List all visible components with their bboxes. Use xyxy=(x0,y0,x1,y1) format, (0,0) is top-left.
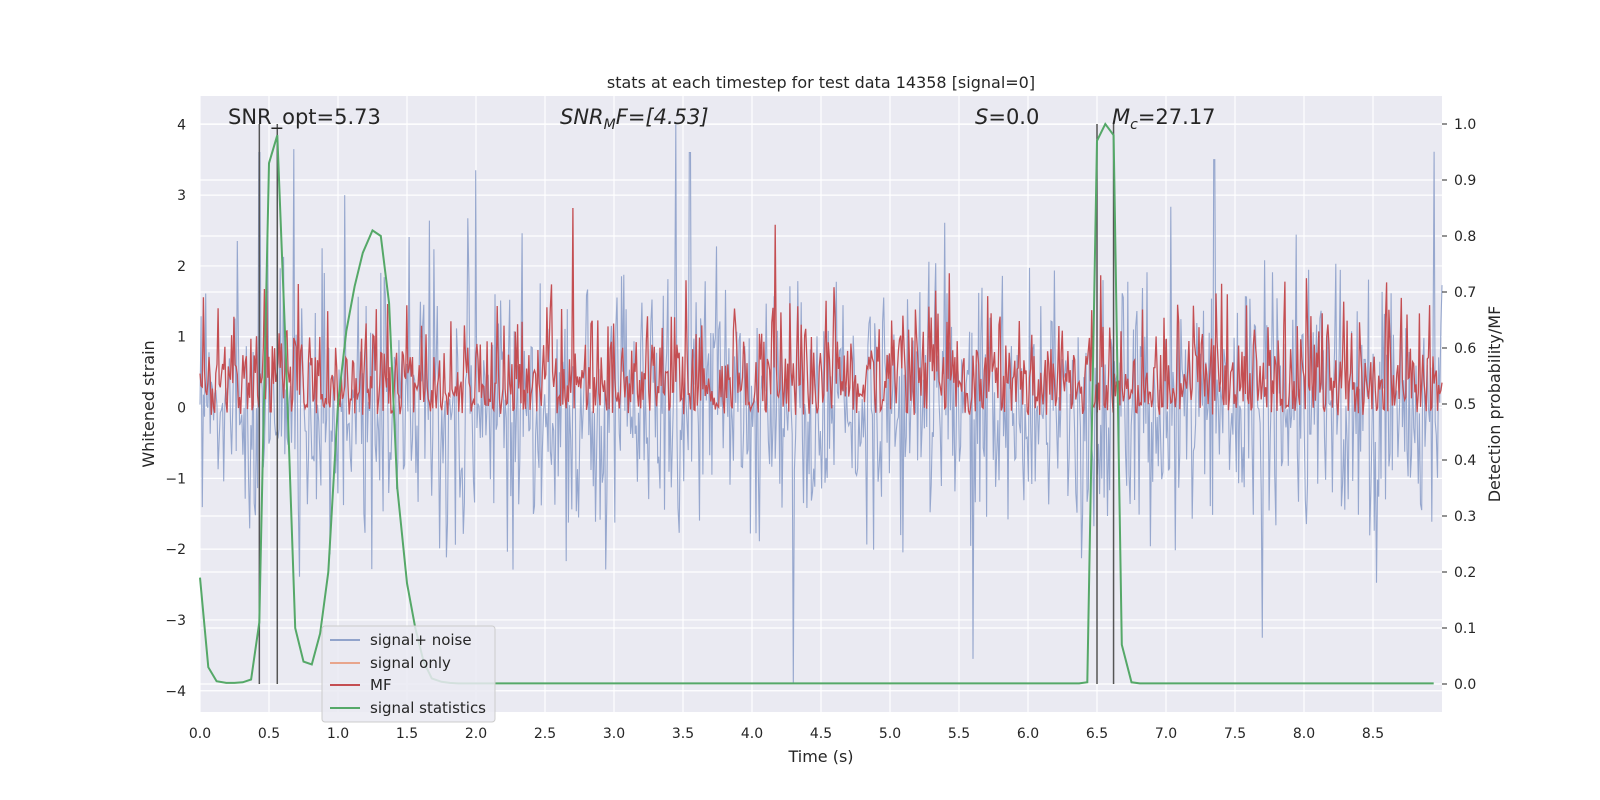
x-tick-label: 5.5 xyxy=(948,726,970,742)
y-axis-label-right: Detection probability/MF xyxy=(1485,306,1504,503)
y-tick-label-left: −2 xyxy=(165,542,186,558)
x-tick-label: 7.5 xyxy=(1224,726,1246,742)
y-tick-label-right: 0.6 xyxy=(1454,341,1476,357)
x-ticks: 0.0 0.5 1.0 1.5 2.0 2.5 3.0 3.5 4.0 4.5 5.0 5.5 6.0 6… xyxy=(189,726,1384,742)
y-tick-label-left: −3 xyxy=(165,613,186,629)
y-tick-label-right: 0.1 xyxy=(1454,621,1476,637)
legend-label-mf: MF xyxy=(370,676,392,694)
x-tick-label: 2.0 xyxy=(465,726,487,742)
y-tick-label-right: 0.0 xyxy=(1454,677,1476,693)
legend-box xyxy=(321,625,496,723)
y-tick-label-right: 0.3 xyxy=(1454,509,1476,525)
annotation-mc: Mc=27.17 xyxy=(1112,105,1216,133)
y-ticks-right: 1.0 0.9 0.8 0.7 0.6 0.5 0.4 0.3 0.2 0.1 0.0 xyxy=(1442,117,1476,693)
y-tick-label-left: −1 xyxy=(165,471,186,487)
x-axis-label: Time (s) xyxy=(787,747,853,766)
x-tick-label: 7.0 xyxy=(1155,726,1177,742)
signal-statistics-line xyxy=(199,122,1434,685)
y-tick-label-left: 3 xyxy=(177,188,186,204)
y-tick-label-right: 0.7 xyxy=(1454,285,1476,301)
x-tick-label: 4.5 xyxy=(810,726,832,742)
x-tick-label: 0.5 xyxy=(258,726,280,742)
legend-label-signal-statistics: signal statistics xyxy=(370,699,486,717)
series-signal-statistics xyxy=(199,122,1434,685)
legend-label-signal-noise: signal+ noise xyxy=(370,631,472,649)
x-tick-label: 0.0 xyxy=(189,726,211,742)
y-tick-label-right: 0.9 xyxy=(1454,173,1476,189)
annotation-snr-mf-tail: F=[4.53] xyxy=(616,105,709,129)
y-tick-label-left: 0 xyxy=(177,401,186,417)
chart-title: stats at each timestep for test data 143… xyxy=(607,73,1035,92)
series-signal-noise xyxy=(199,124,1443,684)
annotation-mc-sub: c xyxy=(1130,117,1138,133)
signal-noise-line xyxy=(199,124,1443,684)
annotation-snr-mf: SNRMF=[4.53] xyxy=(560,105,709,133)
x-tick-label: 5.0 xyxy=(879,726,901,742)
annotation-s-tail: =0.0 xyxy=(988,105,1039,129)
x-tick-label: 1.5 xyxy=(396,726,418,742)
legend: signal+ noise signal only MF signal stat… xyxy=(321,625,496,723)
y-ticks-left: 4 3 2 1 0 −1 −2 −3 −4 xyxy=(165,117,186,699)
x-tick-label: 6.5 xyxy=(1086,726,1108,742)
grid xyxy=(199,96,1442,712)
y-tick-label-left: 1 xyxy=(177,330,186,346)
annotation-mc-main: M xyxy=(1112,105,1130,129)
annotation-s-main: S xyxy=(975,105,988,129)
x-tick-label: 8.5 xyxy=(1362,726,1384,742)
annotation-snr-mf-sub: M xyxy=(604,117,616,133)
annotation-mc-tail: =27.17 xyxy=(1138,105,1216,129)
x-tick-label: 1.0 xyxy=(327,726,349,742)
x-tick-label: 3.0 xyxy=(603,726,625,742)
x-tick-label: 3.5 xyxy=(672,726,694,742)
y-tick-label-right: 0.8 xyxy=(1454,229,1476,245)
y-tick-label-right: 0.2 xyxy=(1454,565,1476,581)
x-tick-label: 6.0 xyxy=(1017,726,1039,742)
y-tick-label-left: −4 xyxy=(165,684,186,700)
vertical-markers xyxy=(258,124,1115,684)
y-axis-label-left: Whitened strain xyxy=(139,340,158,467)
mf-line xyxy=(199,207,1443,416)
y-tick-label-right: 0.5 xyxy=(1454,397,1476,413)
y-tick-label-left: 4 xyxy=(177,117,186,133)
annotation-snr-opt: SNR_opt=5.73 xyxy=(228,105,381,130)
y-tick-label-left: 2 xyxy=(177,259,186,275)
y-tick-label-right: 1.0 xyxy=(1454,117,1476,133)
x-tick-label: 2.5 xyxy=(534,726,556,742)
x-tick-label: 4.0 xyxy=(741,726,763,742)
annotation-s: S=0.0 xyxy=(975,105,1039,129)
y-tick-label-right: 0.4 xyxy=(1454,453,1476,469)
annotation-snr-mf-main: SNR xyxy=(560,105,604,129)
series-mf xyxy=(199,207,1443,416)
x-tick-label: 8.0 xyxy=(1293,726,1315,742)
legend-label-signal-only: signal only xyxy=(370,654,451,672)
